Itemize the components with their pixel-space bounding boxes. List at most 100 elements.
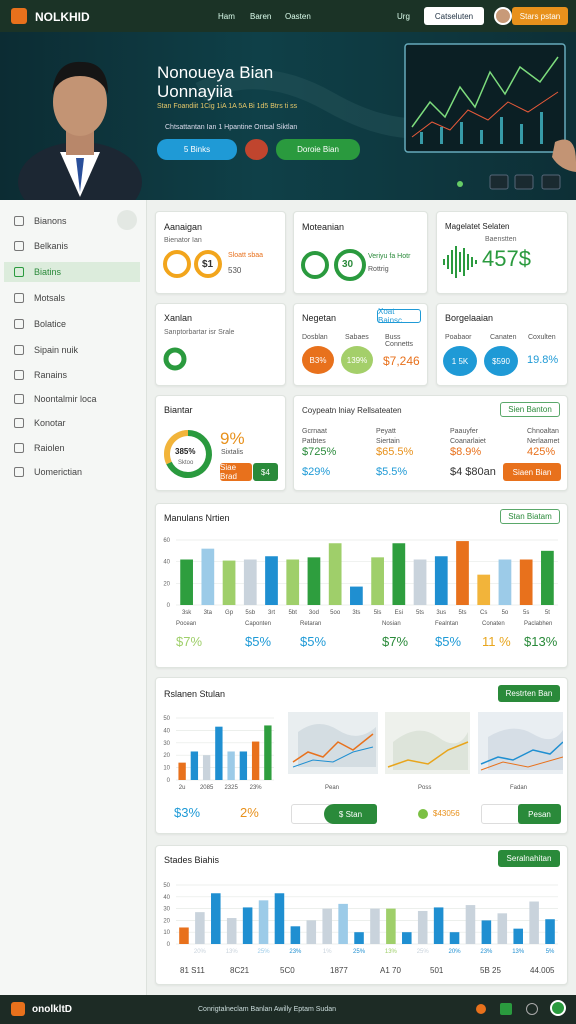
card-value: 30 xyxy=(342,259,354,270)
card-title: Borgelaaian xyxy=(445,313,494,323)
thumb-label: Pean xyxy=(325,785,340,791)
compare-value: $725% xyxy=(302,446,337,458)
sidebar-icon xyxy=(14,370,24,380)
sidebar-item[interactable]: Ranains xyxy=(34,370,68,380)
footer-icon[interactable] xyxy=(526,1003,538,1015)
waveform xyxy=(443,246,477,278)
header-button[interactable]: Catseluten xyxy=(424,7,484,25)
card-title: Magelatet Selaten xyxy=(445,222,510,231)
status-icon xyxy=(163,347,187,371)
thumb-button[interactable]: Pesan xyxy=(518,804,561,824)
footer-stat: 5C0 xyxy=(280,966,295,975)
card-button[interactable]: Siaen Bian xyxy=(503,463,561,481)
hero-title: Nonoueya Bian xyxy=(157,63,274,82)
card-button[interactable]: $4 xyxy=(253,463,278,481)
footer-icon[interactable] xyxy=(500,1003,512,1015)
stat-value: 19.8% xyxy=(527,354,559,366)
footer-stat: A1 70 xyxy=(380,966,401,975)
stat-value: $5% xyxy=(300,634,327,649)
thumbnails xyxy=(288,712,563,774)
panel-button[interactable]: Restrten Ban xyxy=(498,685,560,702)
sidebar-item[interactable]: Bianons xyxy=(34,216,67,226)
footer-logo-icon xyxy=(11,1002,25,1016)
compare-label: Peyatt xyxy=(376,428,396,435)
panel-title: Manulans Nrtien xyxy=(164,513,230,523)
card-note: Sloatt sbaa xyxy=(228,252,264,259)
sidebar-item[interactable]: Uomerictian xyxy=(34,467,83,477)
sidebar-item[interactable]: Raiolen xyxy=(34,443,65,453)
ring-value: 385% xyxy=(175,447,196,456)
stat-value: $7,246 xyxy=(383,354,420,368)
thumb-value: $43056 xyxy=(433,809,460,818)
sidebar-icon xyxy=(14,467,24,477)
compare-label: Siertain xyxy=(376,438,400,445)
panel-title: Stades Biahis xyxy=(164,855,220,865)
card-title: Xanlan xyxy=(164,313,193,323)
sidebar-item[interactable]: Bolatice xyxy=(34,319,67,329)
card-title: Moteanian xyxy=(302,222,345,232)
hero-icon-button[interactable] xyxy=(245,139,268,160)
compare-value: $5.5% xyxy=(376,466,408,478)
footer-stat: 8C21 xyxy=(230,966,250,975)
sidebar-item[interactable]: Sipain nuik xyxy=(34,345,79,355)
sidebar-item[interactable]: Motsals xyxy=(34,293,66,303)
sidebar-item[interactable]: Biatins xyxy=(34,267,62,277)
card-button[interactable]: Siae Brad xyxy=(220,463,252,481)
nav-link[interactable]: Ham xyxy=(218,12,235,21)
card-button[interactable]: Xoat Bainsc xyxy=(377,307,421,325)
stat-value: 1 5K xyxy=(443,346,477,376)
stat-value: $5% xyxy=(435,634,462,649)
stat-value: 11 % xyxy=(482,634,511,649)
sidebar-icon xyxy=(14,443,24,453)
card xyxy=(436,211,568,294)
hero-title: Uonnayiia xyxy=(157,82,233,101)
card-small: 530 xyxy=(228,266,242,275)
cta-button[interactable]: Stars pstan xyxy=(512,7,568,25)
sidebar-item[interactable]: Konotar xyxy=(34,418,66,428)
card-title: Aanaigan xyxy=(164,222,203,232)
card-title: Biantar xyxy=(164,405,193,415)
thumb-button[interactable]: $ Stan xyxy=(324,804,377,824)
footer-avatar[interactable] xyxy=(550,1000,566,1016)
status-dot xyxy=(418,809,428,819)
ring-icon xyxy=(301,249,366,281)
nav-link[interactable]: Baren xyxy=(250,12,272,21)
compare-label: Coanarlaiet xyxy=(450,438,486,445)
hero-button[interactable]: 5 Binks xyxy=(157,139,237,160)
logo: NOLKHID xyxy=(35,10,90,24)
stat-value: $7% xyxy=(176,634,203,649)
nav-link[interactable]: Oasten xyxy=(285,12,311,21)
compare-label: Gcrnaat xyxy=(302,428,327,435)
compare-label: Paauyfer xyxy=(450,428,479,435)
logo-icon xyxy=(11,8,27,24)
sidebar-item[interactable]: Belkanis xyxy=(34,241,69,251)
panel-button[interactable]: Stan Biatam xyxy=(500,509,560,524)
hero-button[interactable]: Doroie Bian xyxy=(276,139,360,160)
stat-value: 139% xyxy=(341,346,373,374)
sidebar-toggle[interactable] xyxy=(117,210,137,230)
sidebar-icon xyxy=(14,418,24,428)
footer-stat: 5B 25 xyxy=(480,966,501,975)
stat-label: Fealntan xyxy=(435,621,459,627)
footer-logo: onolkltD xyxy=(32,1004,72,1015)
sidebar-item[interactable]: Noontalmir loca xyxy=(34,394,97,404)
card xyxy=(155,211,286,294)
card-subtitle: Bienator Ian xyxy=(164,237,202,244)
avatar[interactable] xyxy=(494,7,512,25)
language[interactable]: Urg xyxy=(397,12,410,21)
footer-icon[interactable] xyxy=(476,1004,486,1014)
thumb-label: Fadan xyxy=(510,785,528,791)
panel-button[interactable]: Seralnahitan xyxy=(498,850,560,867)
compare-label: Nerlaamet xyxy=(527,438,560,445)
footer-text: Conrigtalneclam Banlan Awilly Eptam Suda… xyxy=(198,1006,337,1013)
stat-label: Pocean xyxy=(176,621,197,627)
stat-label: Coxulten xyxy=(528,334,556,341)
card-title: Negetan xyxy=(302,313,337,323)
stat-value: B3% xyxy=(302,346,334,374)
sidebar-icon xyxy=(14,319,24,329)
stat-label: Sabaes xyxy=(345,334,369,341)
hero-tagline: Chtsattantan Ian 1 Hpantine Ontsal Siktl… xyxy=(165,124,298,131)
card-button[interactable]: Sien Banton xyxy=(500,402,560,417)
